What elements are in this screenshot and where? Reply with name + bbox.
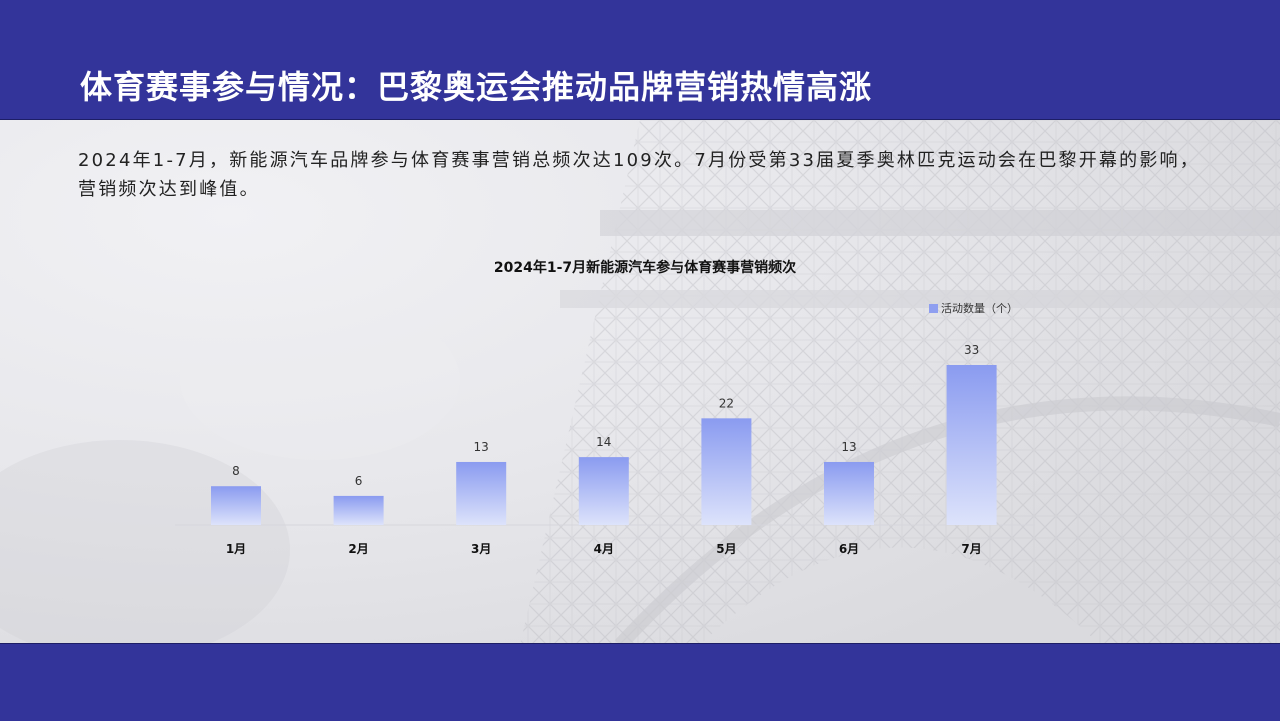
bar-5 xyxy=(701,418,752,525)
x-tick-label-1: 1月 xyxy=(226,542,246,556)
footer-bar xyxy=(0,643,1280,721)
bar-3 xyxy=(456,461,507,525)
legend-label: 活动数量（个） xyxy=(941,302,1018,315)
data-label-1: 8 xyxy=(232,464,240,478)
bar-6 xyxy=(824,461,874,525)
legend-swatch xyxy=(929,303,938,313)
x-tick-label-3: 3月 xyxy=(471,542,491,556)
description-text: 2024年1-7月，新能源汽车品牌参与体育赛事营销总频次达109次。7月份受第3… xyxy=(78,150,1200,200)
chart-title: 2024年1-7月新能源汽车参与体育赛事营销频次 xyxy=(493,260,797,276)
header-bar: 体育赛事参与情况：巴黎奥运会推动品牌营销热情高涨 xyxy=(0,0,1280,120)
data-label-6: 13 xyxy=(841,440,856,454)
x-tick-label-7: 7月 xyxy=(961,542,981,556)
data-label-3: 13 xyxy=(474,440,489,454)
x-tick-label-2: 2月 xyxy=(348,542,368,556)
chart-legend: 活动数量（个） xyxy=(929,300,1018,316)
bar-1 xyxy=(211,486,261,525)
bar-2 xyxy=(333,495,384,525)
x-tick-label-6: 6月 xyxy=(839,542,859,556)
bar-7 xyxy=(946,365,997,525)
data-label-7: 33 xyxy=(964,343,979,357)
x-tick-label-4: 4月 xyxy=(594,542,614,556)
data-label-5: 22 xyxy=(719,396,734,410)
data-label-2: 6 xyxy=(355,474,363,488)
page-title: 体育赛事参与情况：巴黎奥运会推动品牌营销热情高涨 xyxy=(80,68,873,106)
data-label-4: 14 xyxy=(596,435,611,449)
x-tick-label-5: 5月 xyxy=(716,542,736,556)
bar-4 xyxy=(578,457,629,525)
